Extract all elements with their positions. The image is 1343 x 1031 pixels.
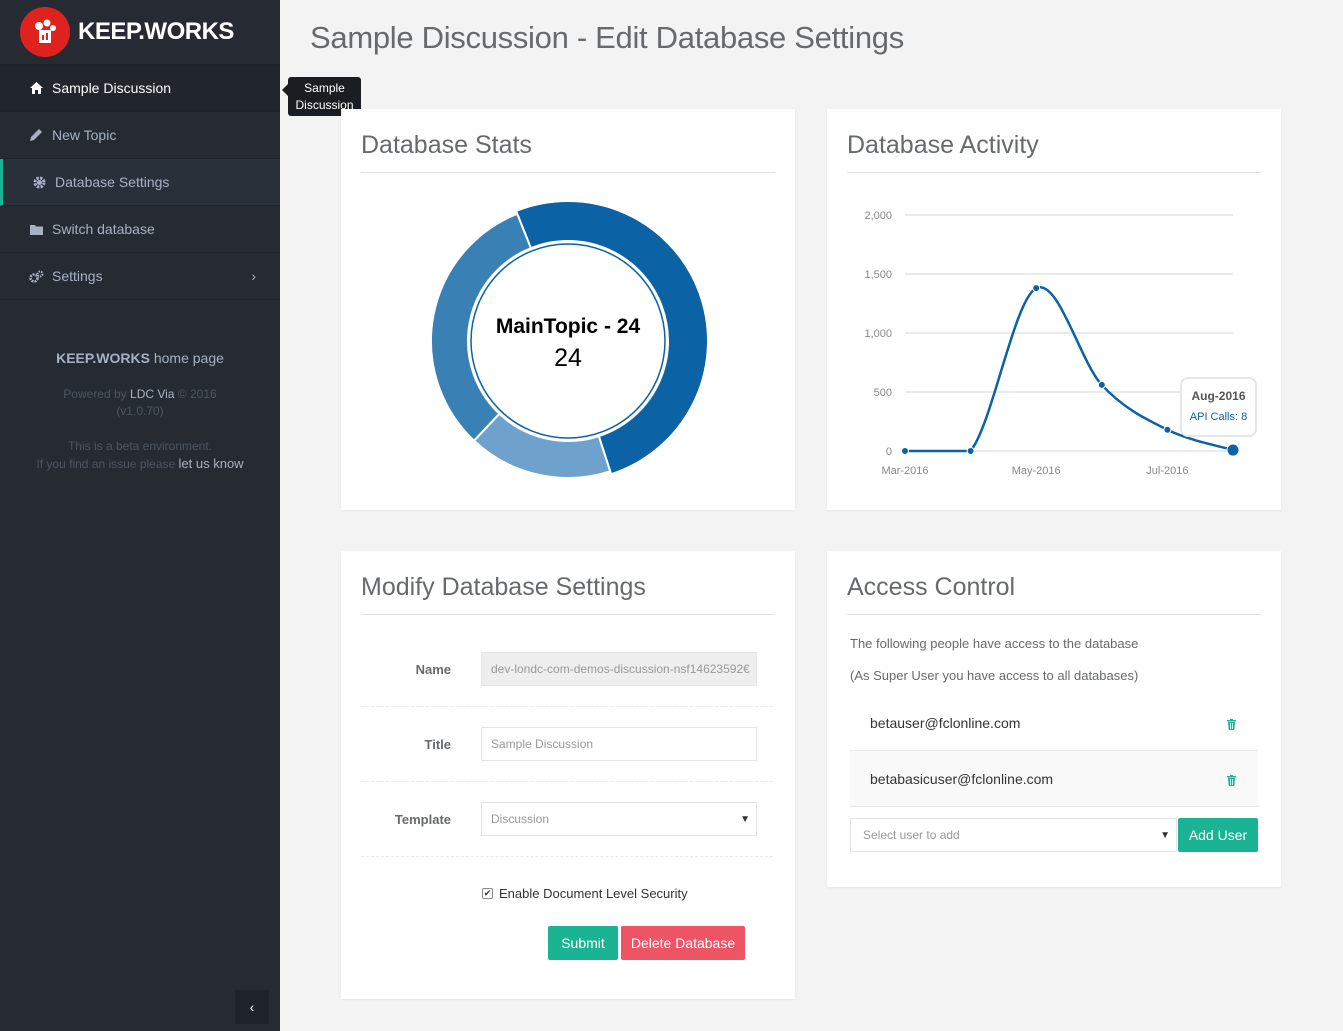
tooltip-value: API Calls: 8 [1189,411,1248,423]
sidebar-item-switch-database[interactable]: Switch database [0,206,280,253]
panel-title: Database Activity [847,109,1261,173]
user-row: betabasicuser@fclonline.com [850,751,1258,807]
page-title: Sample Discussion - Edit Database Settin… [310,20,904,55]
sidebar-item-label: Database Settings [55,174,170,190]
name-label: Name [415,662,451,677]
x-tick-label: Mar-2016 [881,465,928,477]
user-email: betabasicuser@fclonline.com [870,770,1054,787]
name-field: dev-londc-com-demos-discussion-nsf146235… [481,652,757,686]
ldc-via-link[interactable]: LDC Via [130,387,175,401]
pencil-icon [28,129,44,141]
data-point [1032,284,1041,293]
modify-settings-panel: Modify Database Settings Name dev-londc-… [341,551,795,999]
access-intro: The following people have access to the … [850,636,1139,651]
chevron-right-icon: › [251,268,256,284]
let-us-know-link[interactable]: let us know [178,456,244,471]
brand-name: KEEP.WORKS [78,18,234,45]
data-point [966,447,975,455]
add-user-button[interactable]: Add User [1178,818,1258,852]
collapse-sidebar-button[interactable]: ‹ [235,990,269,1024]
y-tick-label: 0 [886,446,892,458]
donut-slice [514,200,710,476]
tooltip-date: Aug-2016 [1191,389,1246,403]
sidebar-item-sample-discussion[interactable]: Sample Discussion [0,65,280,112]
line-chart[interactable]: 0 500 1,000 1,500 2,000 Mar-2016 May-2016 Jul-2… [827,180,1281,510]
y-tick-label: 1,000 [864,328,892,340]
dls-checkbox-row[interactable]: ✔ Enable Document Level Security [482,886,688,901]
chart-hover-tooltip: Aug-2016 API Calls: 8 [1180,377,1257,437]
title-field[interactable]: Sample Discussion [481,727,757,761]
panel-title: Access Control [847,551,1261,615]
gear-icon [31,176,47,189]
sidebar-item-label: New Topic [52,127,117,143]
database-activity-panel: Database Activity 0 500 1,000 1,500 2,000 Mar… [827,109,1281,510]
database-stats-panel: Database Stats MainTopic - 24 24 [341,109,795,510]
sidebar-item-label: Switch database [52,221,155,237]
user-row: betauser@fclonline.com [850,695,1258,751]
template-row: Template Discussion ▼ [361,782,773,857]
delete-database-button[interactable]: Delete Database [621,926,745,960]
gears-icon [28,270,44,283]
donut-chart[interactable] [341,180,795,510]
sidebar-item-label: Sample Discussion [52,80,172,96]
series-line [905,286,1234,453]
trash-icon[interactable] [1227,773,1236,789]
submit-button[interactable]: Submit [548,926,618,960]
donut-center-value: 24 [554,344,582,372]
data-point [1163,425,1172,434]
sidebar-item-settings[interactable]: Settings › [0,253,280,300]
dls-label: Enable Document Level Security [499,886,688,901]
sidebar-item-new-topic[interactable]: New Topic [0,112,280,159]
donut-inner-ring [470,243,666,439]
title-label: Title [424,737,452,752]
donut-center-label: MainTopic - 24 [495,315,641,338]
name-row: Name dev-londc-com-demos-discussion-nsf1… [361,632,773,707]
caret-down-icon: ▼ [1160,829,1170,841]
home-icon [28,82,44,94]
donut-slice [430,212,533,443]
superuser-note: (As Super User you have access to all da… [850,668,1139,683]
select-user-placeholder: Select user to add [863,828,960,842]
data-point [1226,443,1240,457]
sidebar-item-database-settings[interactable]: Database Settings [0,159,280,206]
dls-checkbox[interactable]: ✔ [482,888,493,899]
y-tick-label: 1,500 [864,269,892,281]
donut-slice [472,412,612,479]
caret-down-icon: ▼ [740,813,750,825]
sidebar-footer: KEEP.WORKS home page Powered by LDC Via … [0,350,280,473]
template-label: Template [394,812,451,827]
y-tick-label: 2,000 [864,210,892,222]
template-select[interactable]: Discussion ▼ [481,802,757,836]
folder-icon [28,224,44,235]
access-control-panel: Access Control The following people have… [827,551,1281,887]
beta-notice: This is a beta environment. If you find … [36,439,244,471]
brand-logo-icon [20,7,70,57]
sidebar: KEEP.WORKS Sample Discussion New Topic D… [0,0,280,1031]
home-page-link[interactable]: KEEP.WORKS home page [56,350,224,366]
data-point [901,447,909,455]
panel-title: Modify Database Settings [361,551,775,615]
user-email: betauser@fclonline.com [870,714,1021,731]
panel-title: Database Stats [361,109,775,173]
powered-by: Powered by LDC Via © 2016 (v1.0.70) [63,387,217,418]
x-tick-label: May-2016 [1012,465,1061,477]
version-text: (v1.0.70) [116,404,164,418]
brand[interactable]: KEEP.WORKS [0,0,280,65]
trash-icon[interactable] [1227,717,1236,733]
select-user-dropdown[interactable]: Select user to add ▼ [850,818,1177,852]
chevron-left-icon: ‹ [249,999,255,1015]
y-tick-label: 500 [874,387,892,399]
x-tick-label: Jul-2016 [1146,465,1188,477]
title-row: Title Sample Discussion [361,707,773,782]
data-point [1097,380,1106,389]
template-value: Discussion [491,812,550,826]
sidebar-item-label: Settings [52,268,103,284]
